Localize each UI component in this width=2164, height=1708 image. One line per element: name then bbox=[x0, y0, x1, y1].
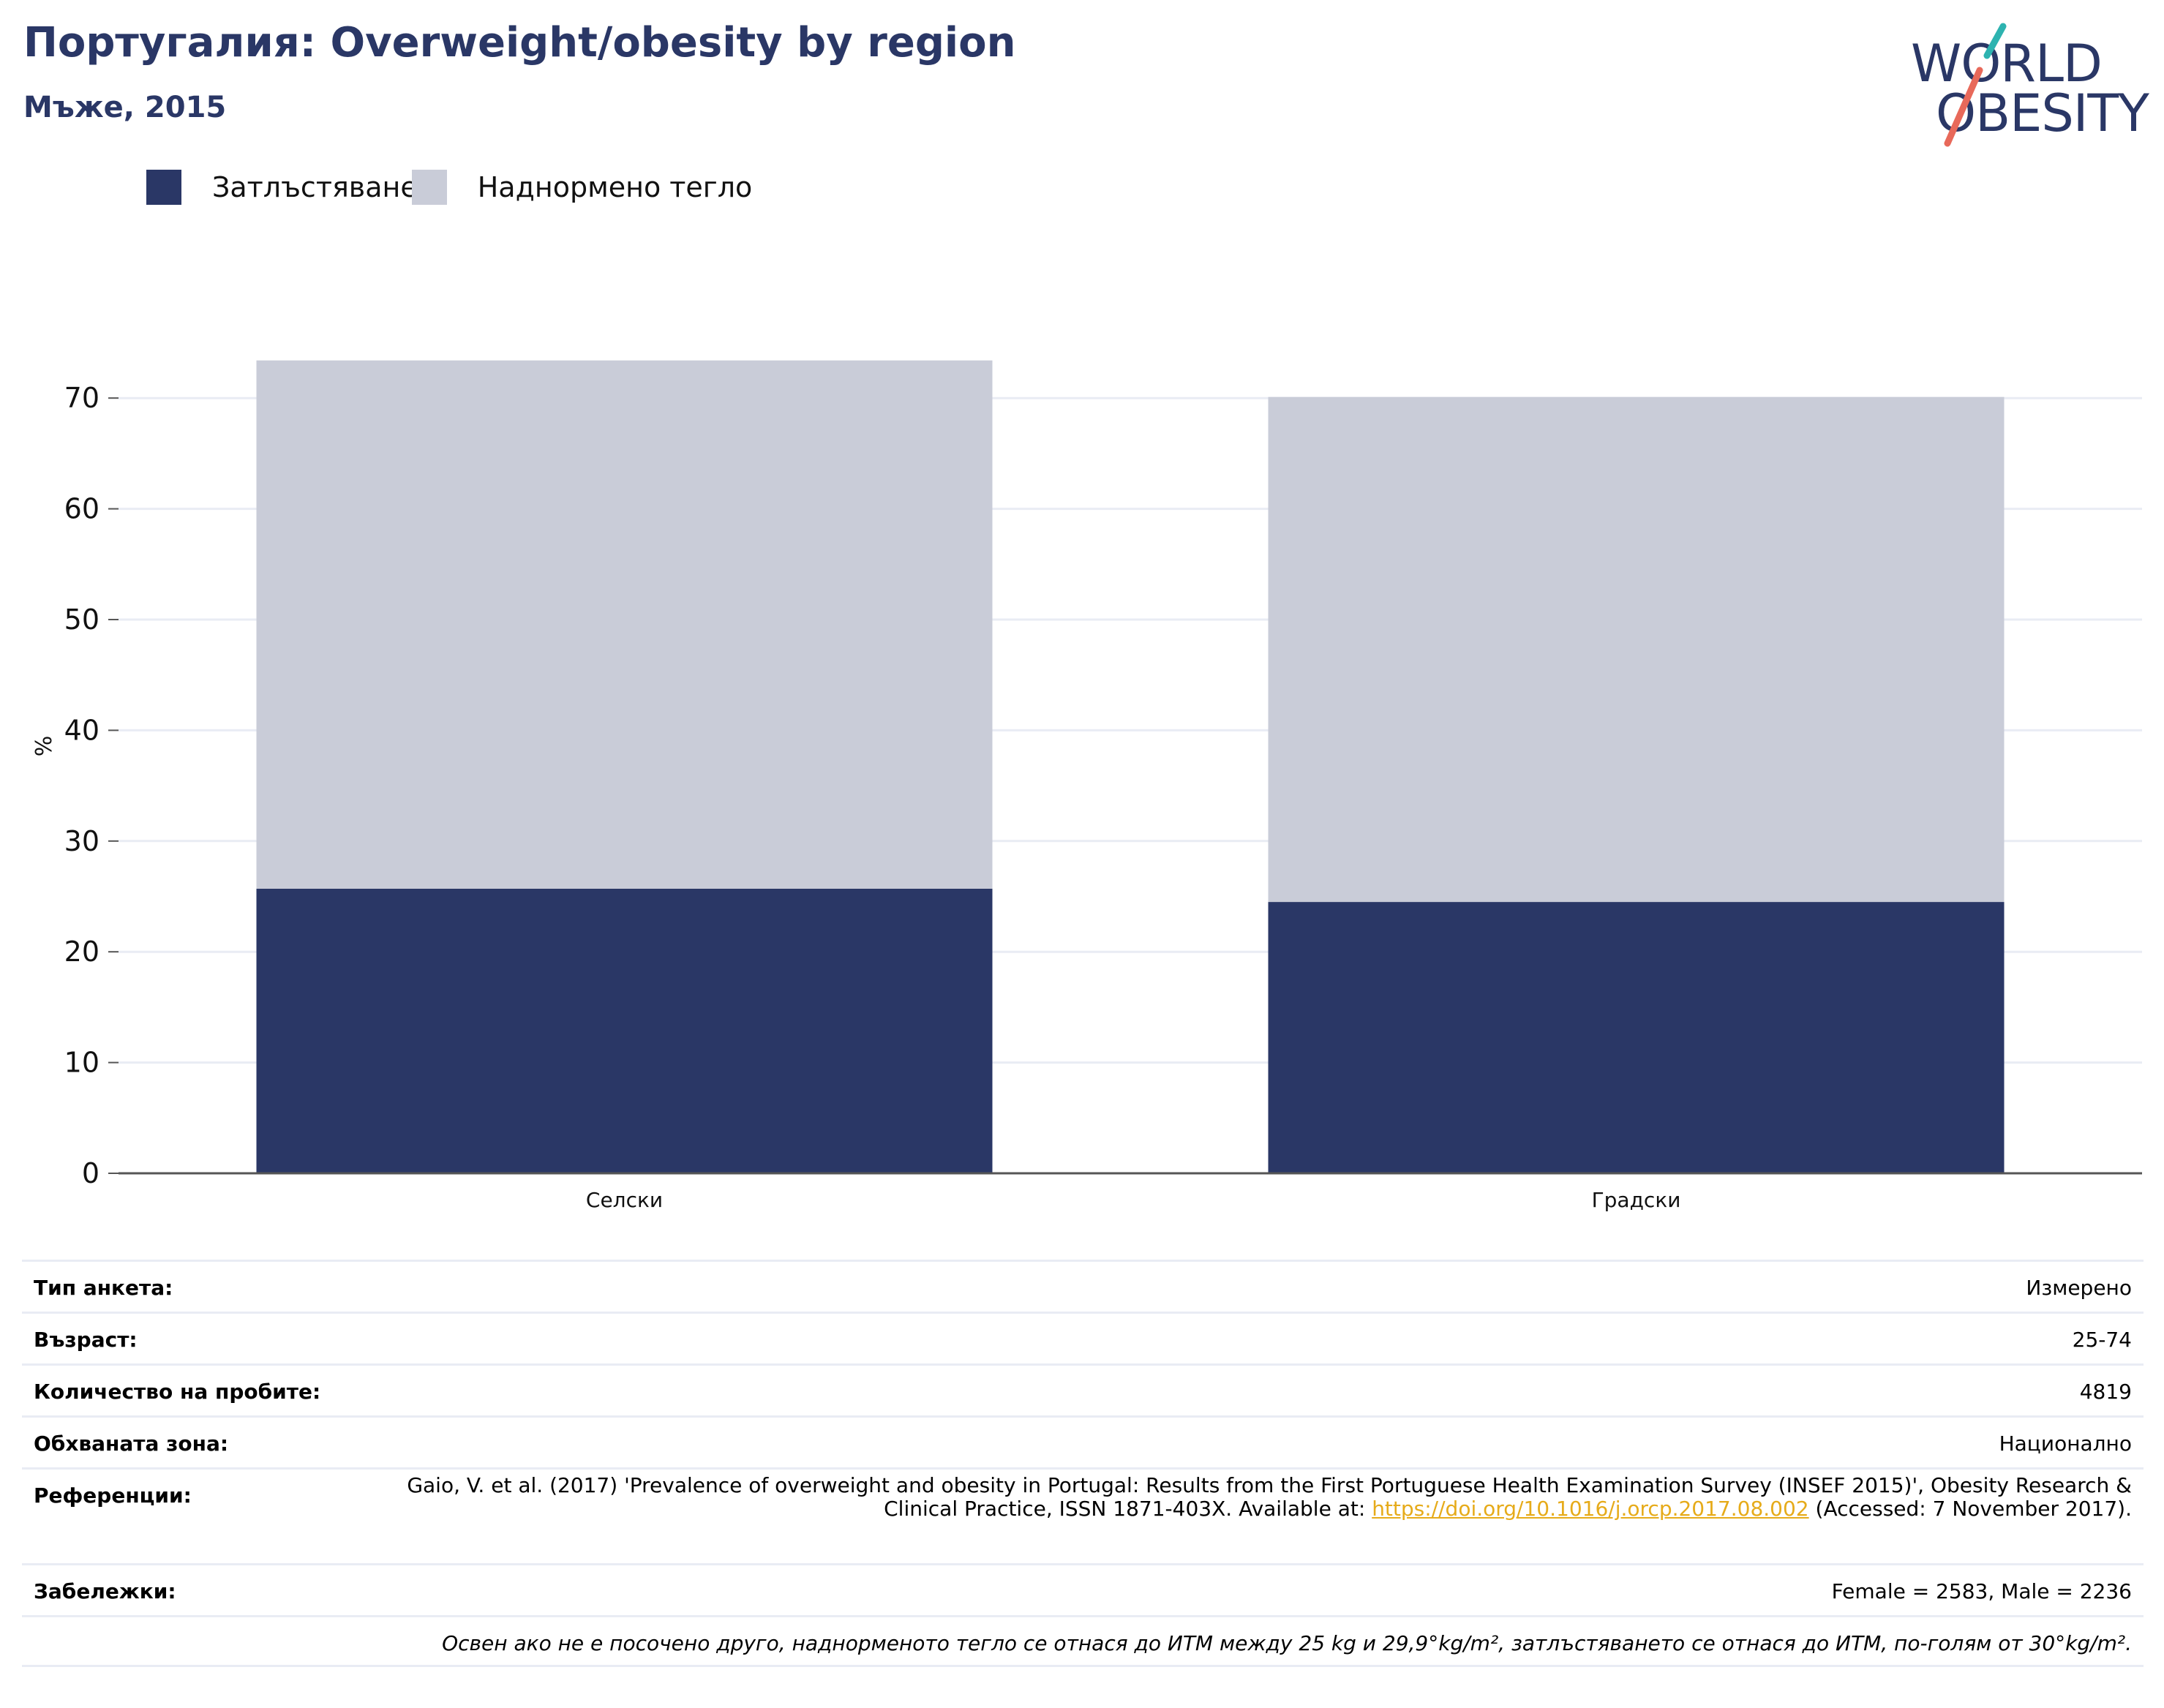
info-row-survey-type: Тип анкета: Измерено bbox=[22, 1260, 2144, 1312]
bar-overweight-2 bbox=[1268, 396, 2005, 903]
y-tick-label: 0 bbox=[82, 1157, 99, 1189]
y-tick-label: 50 bbox=[64, 603, 99, 636]
info-key: Тип анкета: bbox=[34, 1276, 173, 1300]
legend: Затлъстяване Наднормено тегло bbox=[146, 168, 768, 206]
info-key: Количество на пробите: bbox=[34, 1380, 321, 1404]
reference-text: Gaio, V. et al. (2017) 'Prevalence of ov… bbox=[376, 1470, 2132, 1521]
info-row-notes: Забележки: Female = 2583, Male = 2236 bbox=[22, 1563, 2144, 1615]
y-axis-label: % bbox=[31, 736, 57, 757]
stacked-bar-chart: 0 10 20 30 40 50 60 70% Селски Градски bbox=[31, 360, 2142, 1212]
info-value: Измерено bbox=[2026, 1276, 2132, 1300]
legend-item-overweight[interactable]: Наднормено тегло bbox=[411, 170, 753, 205]
chart-title: Португалия: Overweight/obesity by region bbox=[23, 19, 1016, 67]
info-key: Обхваната зона: bbox=[34, 1432, 229, 1456]
y-tick-label: 30 bbox=[64, 825, 99, 857]
bar-overweight-1 bbox=[256, 360, 993, 889]
x-tick-label: Градски bbox=[1592, 1188, 1681, 1212]
bar-obesity-1 bbox=[256, 888, 993, 1173]
info-key: Референции: bbox=[34, 1483, 192, 1508]
info-row-coverage: Обхваната зона: Национално bbox=[22, 1415, 2144, 1467]
info-key: Възраст: bbox=[34, 1328, 138, 1352]
legend-swatch-obesity bbox=[146, 170, 181, 205]
y-tick-label: 10 bbox=[64, 1047, 99, 1079]
legend-item-obesity[interactable]: Затлъстяване bbox=[146, 170, 418, 205]
legend-swatch-overweight bbox=[411, 170, 447, 205]
info-value: Национално bbox=[1999, 1432, 2132, 1456]
legend-label-obesity: Затлъстяване bbox=[212, 171, 418, 203]
legend-label-overweight: Наднормено тегло bbox=[477, 171, 753, 203]
reference-doi-link[interactable]: https://doi.org/10.1016/j.orcp.2017.08.0… bbox=[1372, 1497, 1809, 1521]
bar-obesity-2 bbox=[1268, 902, 2005, 1173]
chart-subtitle: Мъже, 2015 bbox=[23, 91, 227, 124]
reference-citation: Gaio, V. et al. (2017) 'Prevalence of ov… bbox=[407, 1473, 2132, 1521]
info-key: Забележки: bbox=[34, 1579, 176, 1603]
info-value: Female = 2583, Male = 2236 bbox=[1831, 1579, 2132, 1603]
y-tick-label: 70 bbox=[64, 382, 99, 414]
logo-line-world: WORLD bbox=[1911, 34, 2103, 94]
info-row-sample-size: Количество на пробите: 4819 bbox=[22, 1363, 2144, 1415]
info-row-references: Референции: Gaio, V. et al. (2017) 'Prev… bbox=[22, 1467, 2144, 1563]
survey-info-table: Тип анкета: Измерено Възраст: 25-74 Коли… bbox=[22, 1260, 2144, 1667]
reference-accessed: (Accessed: 7 November 2017). bbox=[1808, 1497, 2132, 1521]
y-tick-label: 60 bbox=[64, 493, 99, 525]
y-tick-label: 40 bbox=[64, 714, 99, 746]
info-row-age: Възраст: 25-74 bbox=[22, 1312, 2144, 1363]
info-row-footnote: Освен ако не е посочено друго, наднормен… bbox=[22, 1615, 2144, 1667]
info-value: 4819 bbox=[2079, 1380, 2132, 1404]
x-tick-label: Селски bbox=[586, 1188, 663, 1212]
info-value: 25-74 bbox=[2072, 1328, 2132, 1352]
bmi-footnote: Освен ако не е посочено друго, наднормен… bbox=[442, 1631, 2132, 1655]
world-obesity-logo: WORLD OBESITY bbox=[1909, 22, 2151, 154]
logo-slash-icon bbox=[1944, 23, 2007, 147]
y-tick-label: 20 bbox=[64, 936, 99, 968]
